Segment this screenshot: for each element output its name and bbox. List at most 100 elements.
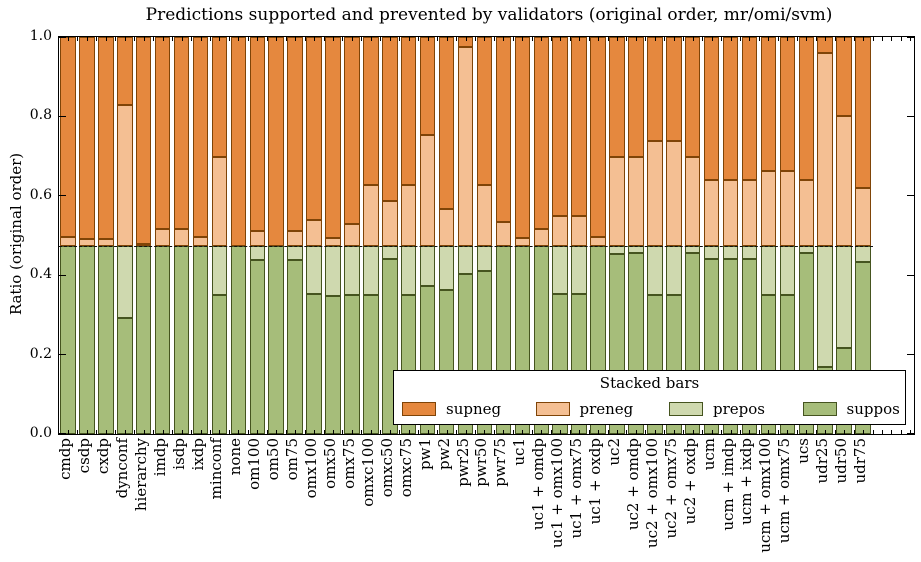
- supneg-segment: [798, 37, 815, 180]
- x-tick: [626, 37, 628, 41]
- x-tick: [664, 430, 666, 434]
- x-tick: [380, 37, 382, 41]
- x-tick-label-uc1 + omx100: uc1 + omx100: [548, 438, 567, 549]
- suppos-segment: [135, 245, 152, 434]
- supneg-segment: [363, 37, 379, 185]
- x-tick: [541, 37, 543, 41]
- legend-swatch-preneg: [535, 401, 570, 416]
- suppos-segment: [306, 294, 322, 434]
- preneg-segment: [741, 179, 758, 246]
- x-tick: [418, 430, 420, 434]
- y-tick-label: 0.2: [29, 345, 52, 362]
- x-tick-label-uc1 + omx75: uc1 + omx75: [567, 438, 586, 539]
- x-tick-label-none: none: [226, 438, 245, 476]
- x-tick: [209, 430, 211, 434]
- x-tick: [654, 430, 656, 434]
- x-tick: [844, 37, 846, 41]
- preneg-segment: [609, 156, 625, 246]
- x-tick-label-omxc50: omxc50: [377, 438, 396, 498]
- supneg-segment: [98, 37, 114, 239]
- x-tick-label-isdp: isdp: [169, 438, 188, 470]
- legend-swatch-supneg: [402, 401, 436, 416]
- preneg-segment: [382, 200, 398, 246]
- preneg-segment: [173, 229, 190, 246]
- x-tick-label-om100: om100: [245, 438, 264, 490]
- x-tick-label-ucm + omx75: ucm + omx75: [775, 438, 794, 544]
- x-tick: [200, 430, 202, 434]
- x-tick-label-pwr75: pwr75: [491, 438, 510, 487]
- x-tick: [153, 37, 155, 41]
- x-tick: [276, 37, 278, 41]
- x-tick: [323, 430, 325, 434]
- x-tick: [740, 37, 741, 41]
- x-tick: [143, 37, 145, 41]
- bar-om75: [287, 37, 303, 434]
- x-tick: [342, 430, 344, 434]
- x-tick: [673, 37, 675, 41]
- x-tick: [77, 430, 79, 434]
- supneg-segment: [628, 37, 644, 157]
- y-tick: [59, 433, 66, 434]
- chart-title: Predictions supported and prevented by v…: [145, 5, 833, 25]
- x-tick: [143, 430, 145, 434]
- x-tick: [427, 37, 429, 41]
- prepos-segment: [798, 245, 815, 253]
- suppos-segment: [117, 318, 133, 434]
- x-tick: [531, 430, 533, 434]
- x-tick: [607, 430, 609, 434]
- x-tick-label-pwr25: pwr25: [453, 438, 472, 487]
- preneg-segment: [135, 243, 152, 246]
- prepos-segment: [438, 245, 455, 291]
- x-tick-label-uc2 + omdp: uc2 + omdp: [623, 438, 642, 531]
- x-tick: [834, 430, 836, 434]
- x-tick: [437, 37, 439, 41]
- x-tick: [702, 37, 704, 41]
- preneg-segment: [476, 184, 493, 246]
- x-tick: [635, 37, 637, 41]
- x-tick: [749, 430, 751, 434]
- supneg-segment: [287, 37, 303, 231]
- x-tick: [815, 430, 817, 434]
- prepos-segment: [779, 245, 796, 296]
- x-tick-label-pwr50: pwr50: [472, 438, 491, 487]
- x-tick: [399, 430, 401, 434]
- x-tick: [172, 430, 174, 434]
- supneg-segment: [836, 37, 852, 117]
- x-tick: [844, 430, 846, 434]
- legend-swatch-suppos: [802, 401, 837, 416]
- supneg-segment: [741, 37, 758, 180]
- x-tick: [380, 430, 382, 434]
- x-tick: [124, 37, 126, 41]
- supneg-segment: [533, 37, 549, 230]
- preneg-segment: [438, 209, 455, 246]
- suppos-segment: [154, 245, 171, 434]
- prepos-segment: [306, 245, 322, 295]
- preneg-segment: [722, 179, 739, 246]
- legend-item-supneg: supneg: [402, 400, 501, 418]
- prepos-segment: [855, 245, 871, 263]
- x-tick-label-ucm + imdp: ucm + imdp: [718, 438, 737, 531]
- x-tick: [456, 37, 458, 41]
- x-tick: [474, 430, 476, 434]
- x-tick: [333, 430, 335, 434]
- x-tick: [427, 430, 429, 434]
- x-tick-label-ucm + omx100: ucm + omx100: [756, 438, 775, 553]
- y-axis-label: Ratio (original order): [7, 152, 25, 316]
- x-tick: [664, 37, 666, 41]
- x-tick: [134, 37, 136, 41]
- x-tick: [787, 430, 789, 434]
- x-tick: [370, 430, 372, 434]
- y-tick-label: 0.6: [29, 186, 52, 203]
- supneg-segment: [135, 37, 152, 244]
- x-tick: [806, 37, 808, 41]
- preneg-segment: [344, 224, 360, 246]
- x-tick: [692, 37, 694, 41]
- legend-item-suppos: suppos: [802, 400, 900, 418]
- suppos-segment: [287, 260, 303, 434]
- x-tick: [910, 430, 912, 434]
- legend: Stacked bars supneg preneg prepos suppos: [393, 370, 906, 425]
- bar-isdp: [173, 37, 190, 434]
- suppos-segment: [363, 295, 379, 434]
- x-tick: [721, 430, 723, 434]
- bar-ixdp: [192, 37, 209, 434]
